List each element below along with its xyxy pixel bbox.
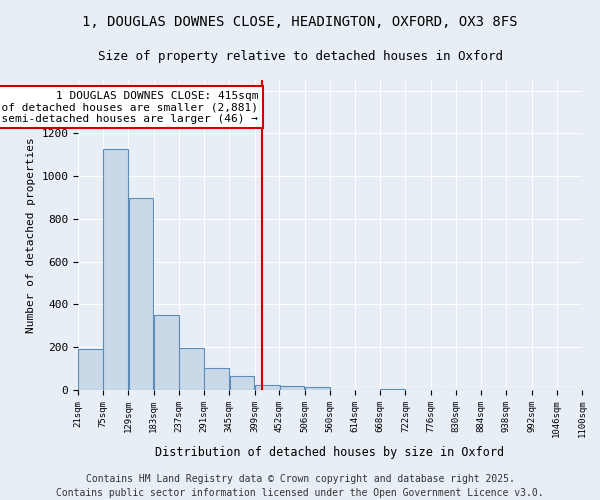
Y-axis label: Number of detached properties: Number of detached properties	[26, 137, 36, 333]
Bar	[103, 149, 128, 390]
Bar	[305, 387, 329, 390]
Text: Contains HM Land Registry data © Crown copyright and database right 2025.
Contai: Contains HM Land Registry data © Crown c…	[56, 474, 544, 498]
Bar	[78, 348, 103, 390]
Text: Size of property relative to detached houses in Oxford: Size of property relative to detached ho…	[97, 50, 503, 63]
Bar	[205, 368, 229, 390]
Text: 1, DOUGLAS DOWNES CLOSE, HEADINGTON, OXFORD, OX3 8FS: 1, DOUGLAS DOWNES CLOSE, HEADINGTON, OXF…	[82, 15, 518, 29]
X-axis label: Distribution of detached houses by size in Oxford: Distribution of detached houses by size …	[155, 446, 505, 458]
Bar	[380, 388, 405, 390]
Bar	[154, 314, 179, 390]
Bar	[280, 386, 304, 390]
Text: 1 DOUGLAS DOWNES CLOSE: 415sqm
← 98% of detached houses are smaller (2,881)
2% o: 1 DOUGLAS DOWNES CLOSE: 415sqm ← 98% of …	[0, 90, 259, 124]
Bar	[128, 198, 154, 390]
Bar	[179, 348, 204, 390]
Bar	[230, 376, 254, 390]
Bar	[255, 385, 280, 390]
